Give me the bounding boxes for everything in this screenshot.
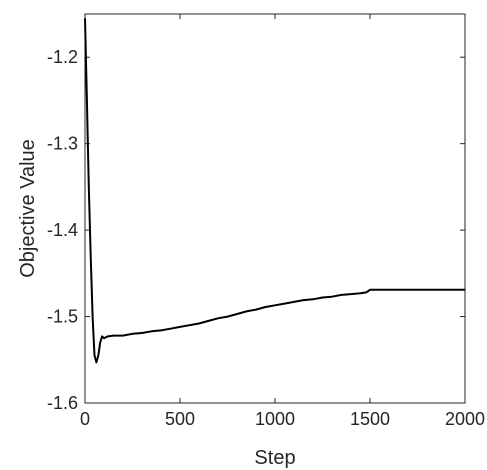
x-axis-label: Step <box>254 447 295 469</box>
x-tick-label: 0 <box>80 409 90 429</box>
x-tick-label: 1500 <box>350 409 390 429</box>
x-tick-label: 2000 <box>445 409 485 429</box>
y-tick-label: -1.3 <box>47 134 78 154</box>
y-tick-label: -1.6 <box>47 393 78 413</box>
x-axis-ticks: 0 500 1000 1500 2000 <box>80 14 485 429</box>
plot-frame <box>84 13 466 404</box>
series-line <box>84 18 465 364</box>
y-axis-label: Objective Value <box>17 139 39 278</box>
y-tick-label: -1.5 <box>47 307 78 327</box>
y-axis-ticks: -1.6 -1.5 -1.4 -1.3 -1.2 <box>47 47 465 413</box>
x-tick-label: 1000 <box>255 409 295 429</box>
y-tick-label: -1.4 <box>47 220 78 240</box>
x-tick-label: 500 <box>165 409 195 429</box>
y-tick-label: -1.2 <box>47 47 78 67</box>
